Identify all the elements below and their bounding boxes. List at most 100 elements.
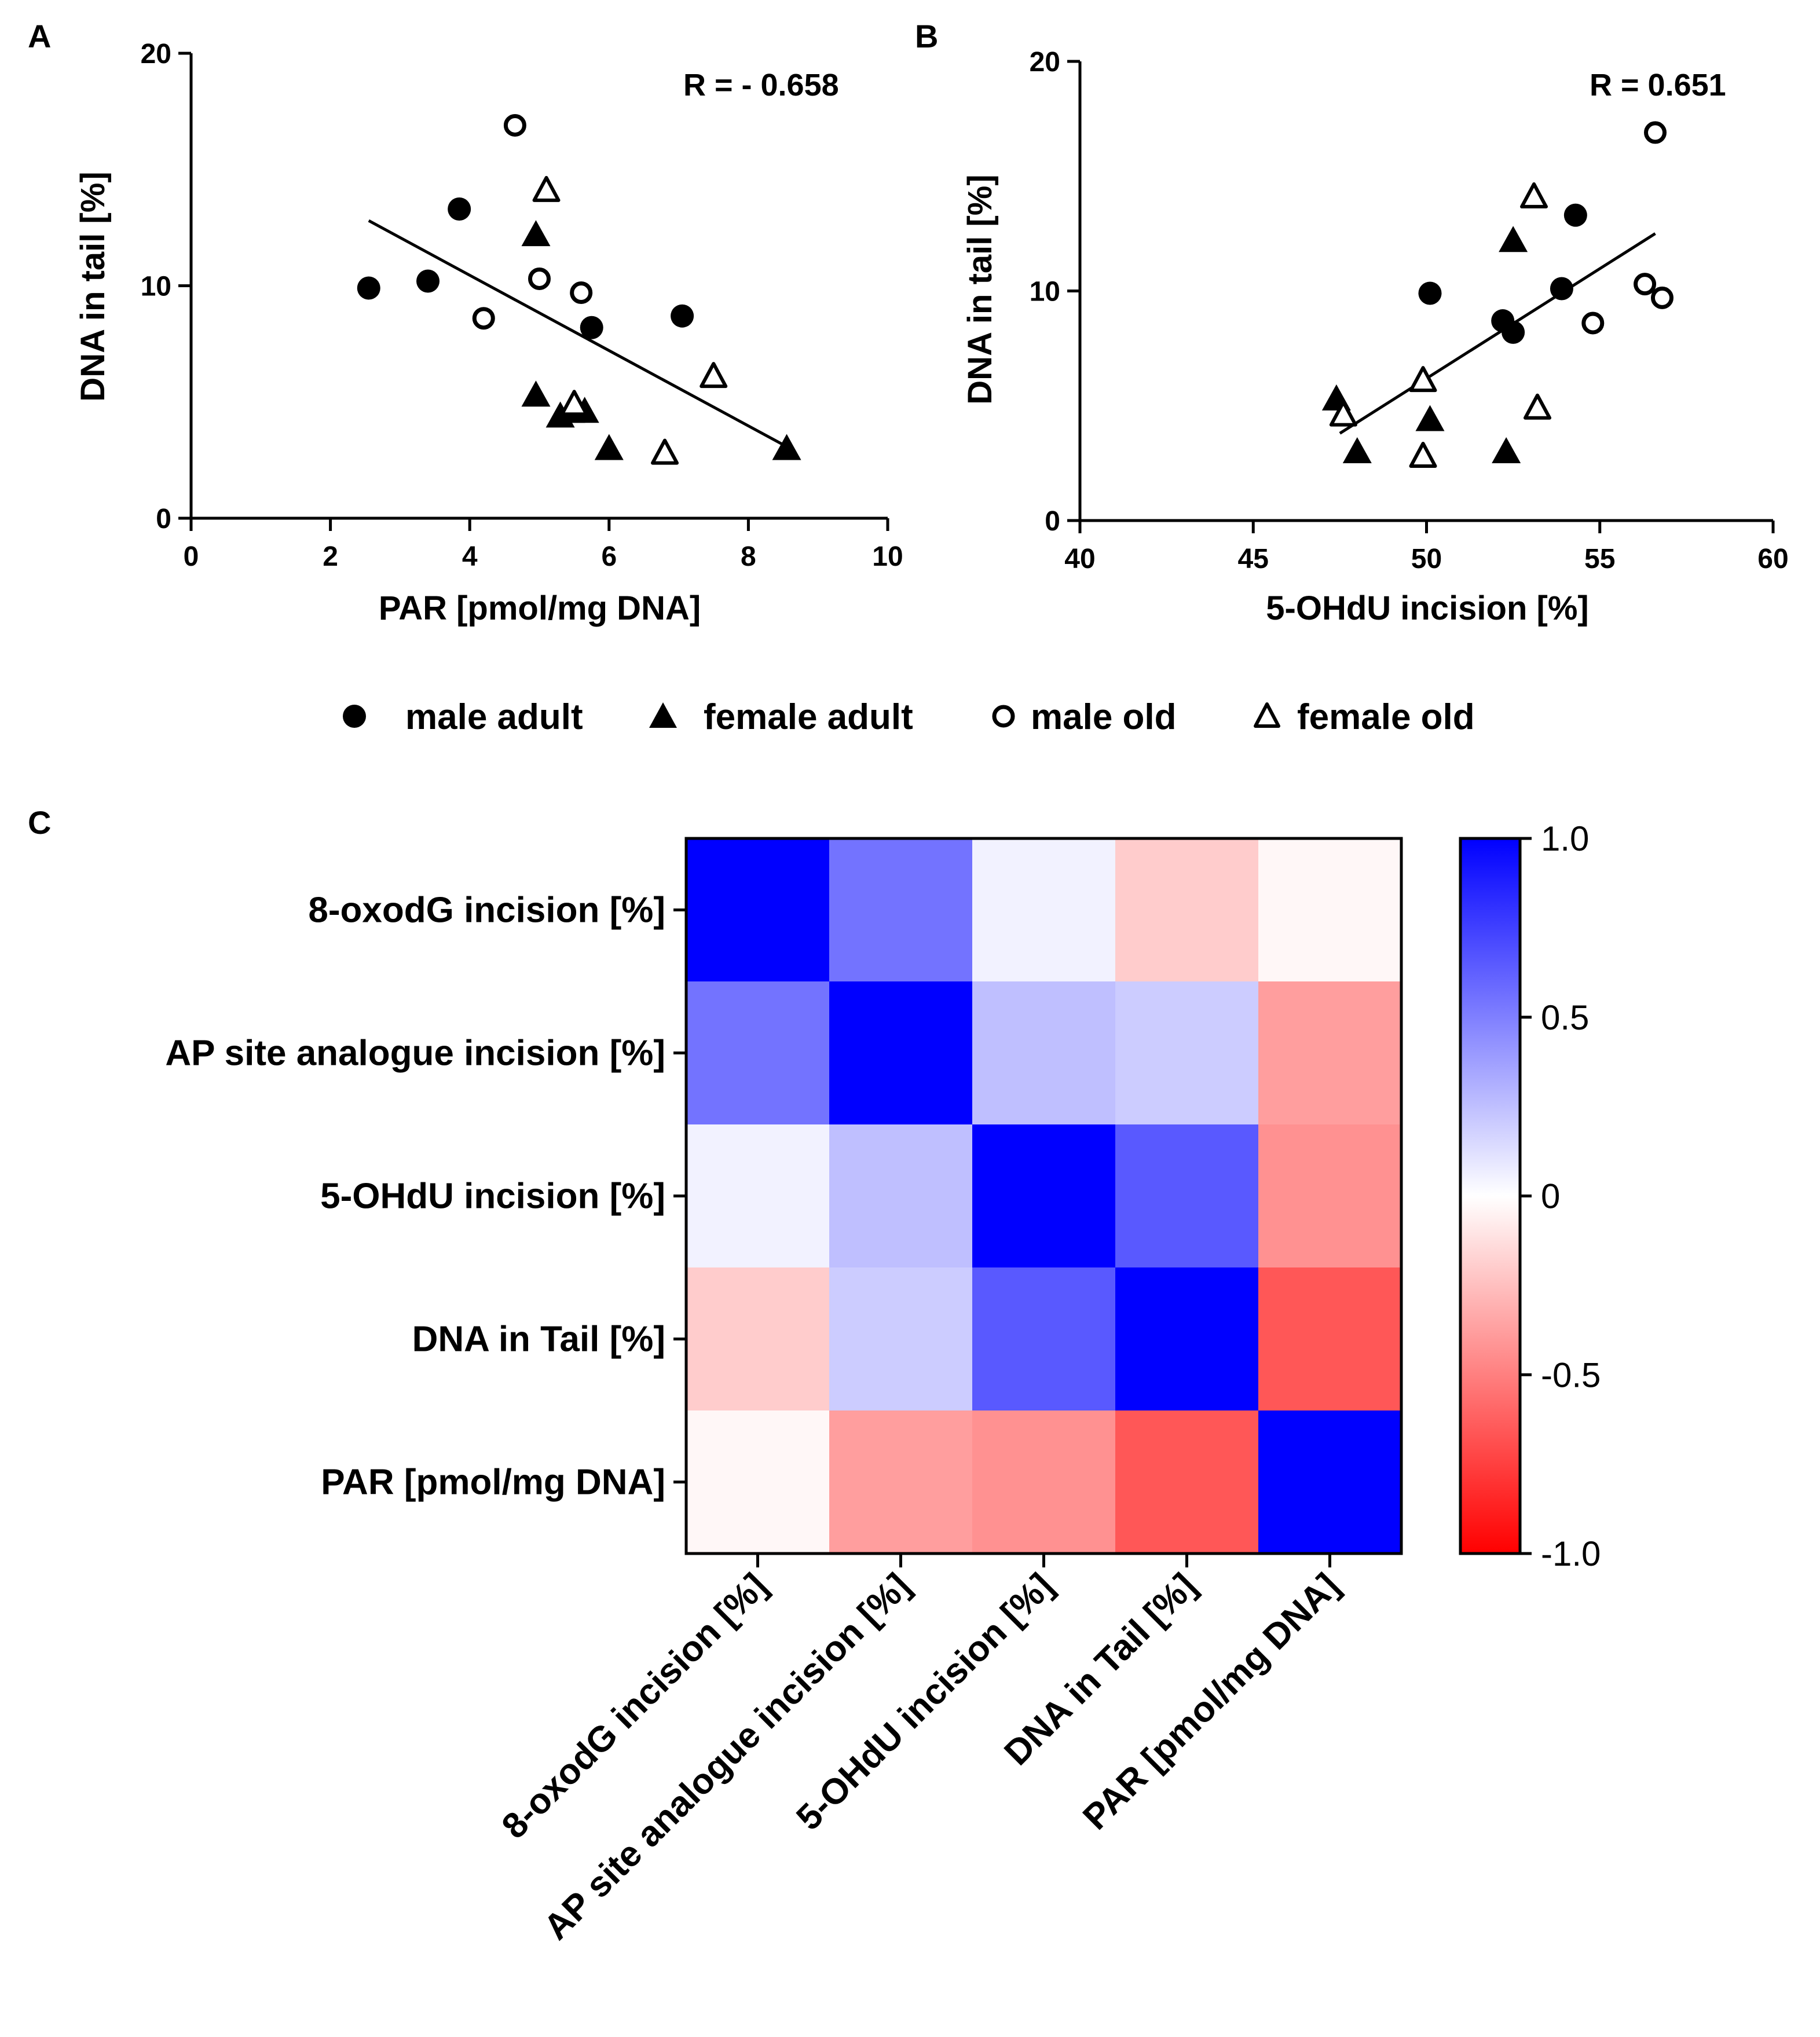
legend-item-female-adult: female adult — [649, 697, 913, 737]
x-tick-label: 60 — [1757, 544, 1788, 574]
legend-item-male-adult: male adult — [343, 697, 583, 737]
heatmap-cell — [1115, 1124, 1259, 1268]
x-tick-label: 10 — [872, 541, 903, 572]
data-point-female-old — [1329, 400, 1357, 427]
heatmap-cell — [1258, 1410, 1402, 1554]
data-point-female-adult — [772, 434, 801, 460]
x-tick-label: 6 — [601, 541, 617, 572]
heatmap-cell — [1115, 838, 1259, 982]
panel-letter-a: A — [28, 18, 51, 54]
data-point-male-old — [472, 307, 495, 330]
data-point-female-old — [1409, 441, 1437, 468]
heatmap-cell — [1258, 1267, 1402, 1411]
legend-label: female old — [1297, 697, 1475, 737]
x-tick-label: 50 — [1411, 544, 1442, 574]
colorbar-tick-label: 0.5 — [1541, 998, 1589, 1037]
data-point-female-adult — [1499, 226, 1528, 252]
data-point-female-old — [1409, 366, 1437, 393]
data-point-female-adult — [594, 434, 624, 460]
regression-line — [1339, 232, 1656, 435]
heatmap-cell — [829, 1410, 973, 1554]
heatmap-cell — [829, 838, 973, 982]
data-point-female-old — [1520, 182, 1548, 208]
x-tick-label: 40 — [1064, 544, 1095, 574]
y-tick-label: 10 — [141, 272, 171, 302]
y-tick-label: 20 — [1030, 47, 1060, 78]
row-label: PAR [pmol/mg DNA] — [321, 1463, 665, 1503]
panel-letter-c: C — [28, 804, 51, 841]
column-label: 5-OHdU incision [%] — [789, 1566, 1061, 1838]
x-tick-label: 8 — [741, 541, 756, 572]
data-point-male-old — [1581, 312, 1605, 335]
legend: male adult female adult male old female … — [343, 697, 1475, 737]
open-triangle-icon — [1254, 702, 1280, 728]
legend-label: female adult — [704, 697, 913, 737]
row-label: DNA in Tail [%] — [412, 1320, 665, 1360]
column-label: PAR [pmol/mg DNA] — [1075, 1566, 1347, 1837]
heatmap-cell — [686, 1124, 830, 1268]
data-point-male-adult — [1563, 203, 1587, 227]
data-point-female-adult — [1415, 405, 1445, 431]
colorbar-tick-label: 0 — [1541, 1177, 1560, 1216]
colorbar-bar — [1459, 837, 1522, 1555]
heatmap-cell — [1258, 1124, 1402, 1268]
data-point-female-adult — [1342, 437, 1372, 464]
heatmap-cell — [972, 1410, 1116, 1554]
data-point-female-old — [532, 175, 561, 202]
data-point-female-old — [651, 438, 679, 465]
colorbar-tick-label: -0.5 — [1541, 1355, 1601, 1394]
data-point-female-old — [1524, 393, 1552, 420]
heatmap-cell — [829, 1267, 973, 1411]
row-label: 5-OHdU incision [%] — [320, 1177, 665, 1217]
scatter-plot-5ohdu: R = 0.651 5-OHdU incision [%] DNA in tai… — [961, 47, 1789, 627]
heatmap-cell — [972, 1124, 1116, 1268]
data-point-female-old — [560, 390, 588, 416]
correlation-heatmap: 8-oxodG incision [%] 8-oxodG incision [%]… — [165, 837, 1403, 1948]
data-point-male-old — [1644, 121, 1667, 144]
correlation-label: R = 0.651 — [1590, 68, 1726, 102]
legend-item-male-old: male old — [992, 697, 1177, 737]
x-tick-label: 45 — [1238, 544, 1269, 574]
colorbar-tick-label: -1.0 — [1541, 1534, 1601, 1573]
column-label: 8-oxodG incision [%] — [495, 1566, 775, 1847]
heatmap-cell — [829, 1124, 973, 1268]
y-tick-label: 0 — [156, 504, 171, 534]
data-point-male-adult — [671, 304, 694, 328]
data-point-male-adult — [448, 197, 471, 221]
data-point-female-adult — [1492, 437, 1521, 464]
heatmap-cell — [1115, 1410, 1259, 1554]
x-axis-title: 5-OHdU incision [%] — [1266, 589, 1588, 627]
data-point-female-old — [700, 362, 728, 389]
y-tick-label: 10 — [1030, 277, 1060, 307]
heatmap-cell — [686, 838, 830, 982]
data-point-male-old — [528, 267, 551, 290]
legend-label: male adult — [405, 697, 583, 737]
data-point-male-adult — [1502, 320, 1525, 344]
heatmap-cell — [1258, 981, 1402, 1125]
y-tick-label: 20 — [141, 39, 171, 69]
heatmap-cell — [1258, 838, 1402, 982]
x-tick-label: 2 — [323, 541, 338, 572]
heatmap-cell — [972, 981, 1116, 1125]
data-point-male-adult — [1418, 281, 1442, 305]
legend-label: male old — [1031, 697, 1177, 737]
data-point-male-adult — [357, 276, 380, 300]
heatmap-cell — [972, 838, 1116, 982]
row-label: AP site analogue incision [%] — [165, 1034, 665, 1074]
data-point-male-adult — [580, 316, 603, 339]
correlation-label: R = - 0.658 — [683, 68, 839, 102]
data-point-male-adult — [1550, 277, 1573, 301]
colorbar-tick-label: 1.0 — [1541, 819, 1589, 858]
panel-letter-b: B — [915, 18, 938, 54]
row-label: 8-oxodG incision [%] — [308, 891, 665, 930]
y-axis-title: DNA in tail [%] — [74, 171, 112, 401]
x-tick-label: 4 — [462, 541, 478, 572]
y-axis-title: DNA in tail [%] — [961, 174, 999, 404]
data-point-male-old — [503, 113, 526, 137]
open-circle-icon — [992, 705, 1015, 728]
x-axis-title: PAR [pmol/mg DNA] — [379, 589, 701, 627]
data-point-female-adult — [521, 380, 551, 407]
colorbar: 1.0 0.5 0 -0.5 -1.0 — [1459, 819, 1601, 1573]
data-point-female-adult — [521, 220, 551, 247]
